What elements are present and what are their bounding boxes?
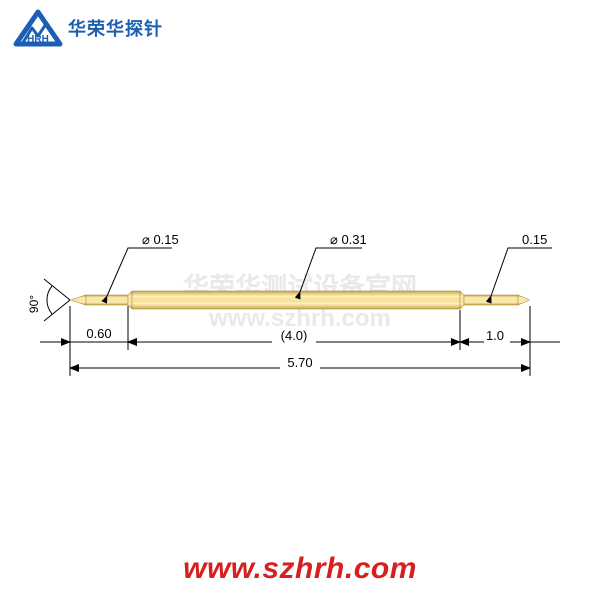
- svg-text:5.70: 5.70: [287, 355, 312, 370]
- svg-text:90°: 90°: [27, 295, 41, 313]
- svg-text:(4.0): (4.0): [281, 328, 308, 343]
- svg-text:⌀ 0.31: ⌀ 0.31: [330, 232, 367, 247]
- svg-text:0.15: 0.15: [522, 232, 547, 247]
- svg-text:0.60: 0.60: [86, 326, 111, 341]
- svg-text:1.0: 1.0: [486, 328, 504, 343]
- probe-pin: [70, 291, 530, 309]
- linear-dimensions: 0.60 (4.0) 1.0 5.70: [40, 326, 560, 371]
- svg-text:⌀ 0.15: ⌀ 0.15: [142, 232, 179, 247]
- footer-url: www.szhrh.com: [183, 552, 417, 586]
- pin-diagram: 华荣华测试设备官网 www.szhrh.com ⌀ 0.15 ⌀ 0.31 0.…: [0, 0, 600, 600]
- tip-angle: 90°: [27, 279, 70, 321]
